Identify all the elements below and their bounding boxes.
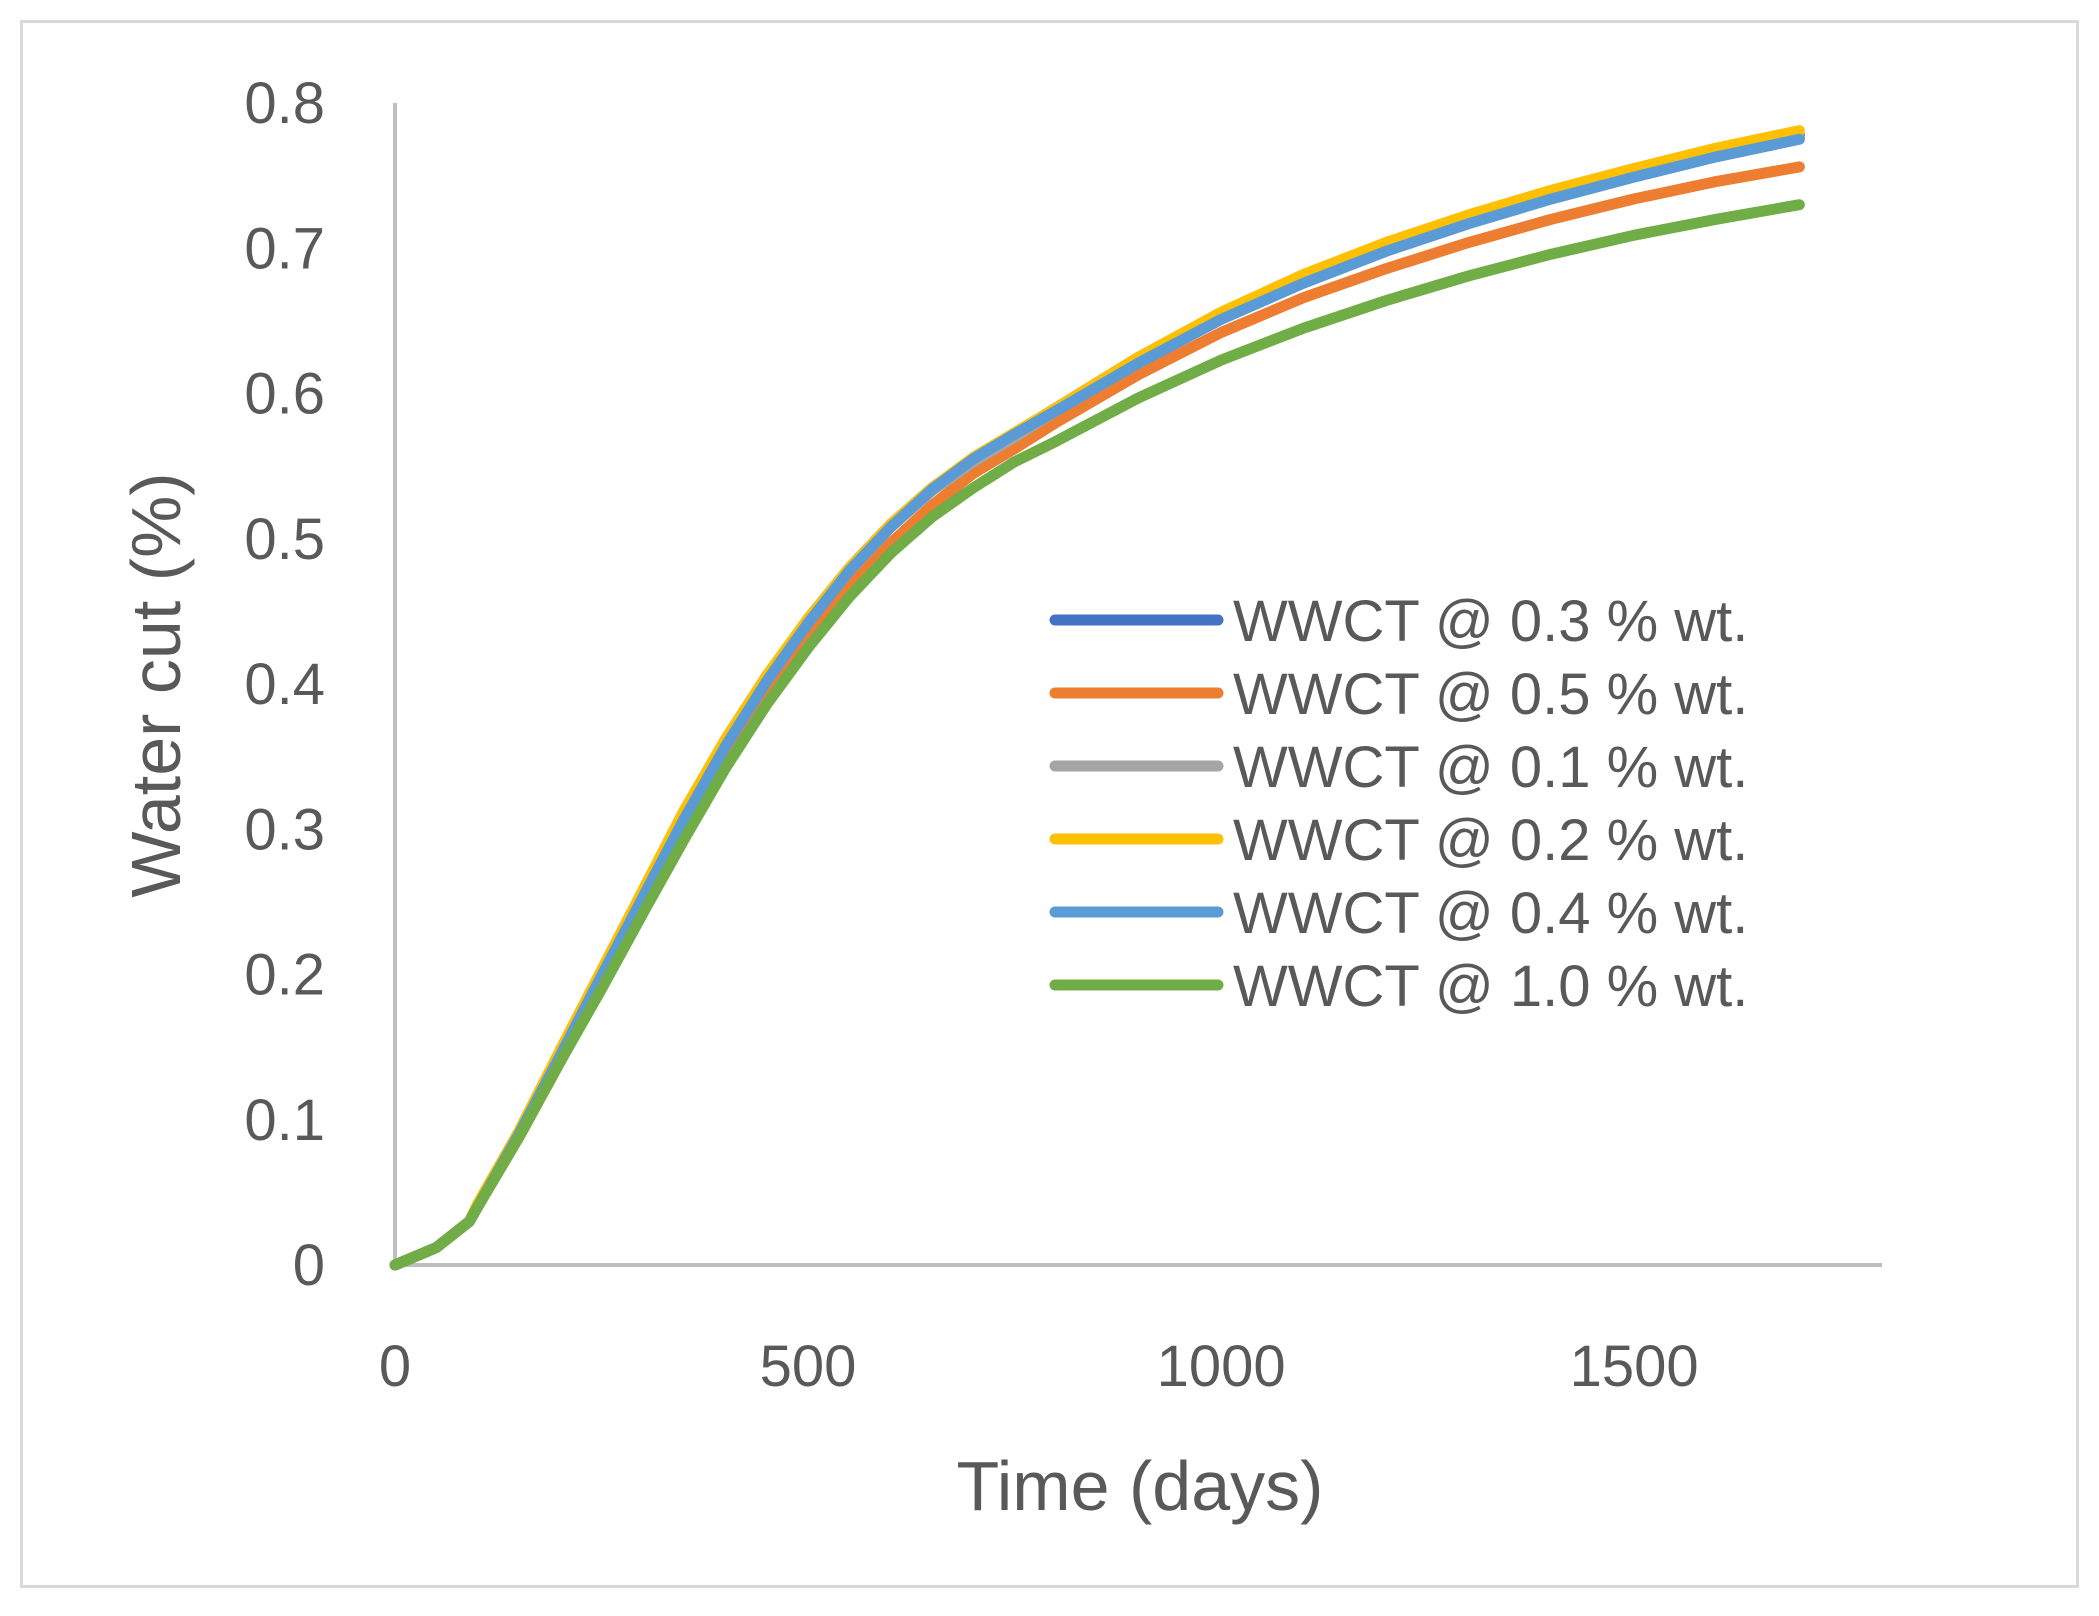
x-tick-label: 1000 xyxy=(1157,1334,1286,1399)
legend-label-2: WWCT @ 0.1 % wt. xyxy=(1233,735,1748,800)
legend-label-4: WWCT @ 0.4 % wt. xyxy=(1233,881,1748,946)
legend-label-3: WWCT @ 0.2 % wt. xyxy=(1233,808,1748,873)
y-axis-title: Water cut (%) xyxy=(117,472,195,897)
series-line-5 xyxy=(389,199,1805,1271)
y-tick-label: 0.3 xyxy=(244,797,325,862)
x-tick-labels: 0 500 1000 1500 xyxy=(379,1334,1699,1399)
y-tick-label: 0 xyxy=(293,1233,325,1298)
y-tick-label: 0.8 xyxy=(244,71,325,136)
x-tick-label: 0 xyxy=(379,1334,411,1399)
y-tick-label: 0.6 xyxy=(244,362,325,427)
y-tick-labels: 0 0.1 0.2 0.3 0.4 0.5 0.6 0.7 0.8 xyxy=(244,71,325,1298)
legend-label-5: WWCT @ 1.0 % wt. xyxy=(1233,954,1748,1019)
legend-label-0: WWCT @ 0.3 % wt. xyxy=(1233,589,1748,654)
chart-frame xyxy=(20,20,2079,1588)
legend-label-1: WWCT @ 0.5 % wt. xyxy=(1233,662,1748,727)
axes xyxy=(393,103,1882,1267)
y-tick-label: 0.7 xyxy=(244,216,325,281)
y-tick-label: 0.5 xyxy=(244,507,325,572)
x-axis-title: Time (days) xyxy=(957,1447,1324,1525)
y-tick-label: 0.1 xyxy=(244,1088,325,1153)
y-tick-label: 0.2 xyxy=(244,943,325,1008)
series-lines xyxy=(389,125,1805,1271)
x-tick-label: 500 xyxy=(760,1334,857,1399)
legend: WWCT @ 0.3 % wt. WWCT @ 0.5 % wt. WWCT @ 0… xyxy=(1049,589,1748,1019)
y-tick-label: 0.4 xyxy=(244,652,325,717)
x-tick-label: 1500 xyxy=(1570,1334,1699,1399)
